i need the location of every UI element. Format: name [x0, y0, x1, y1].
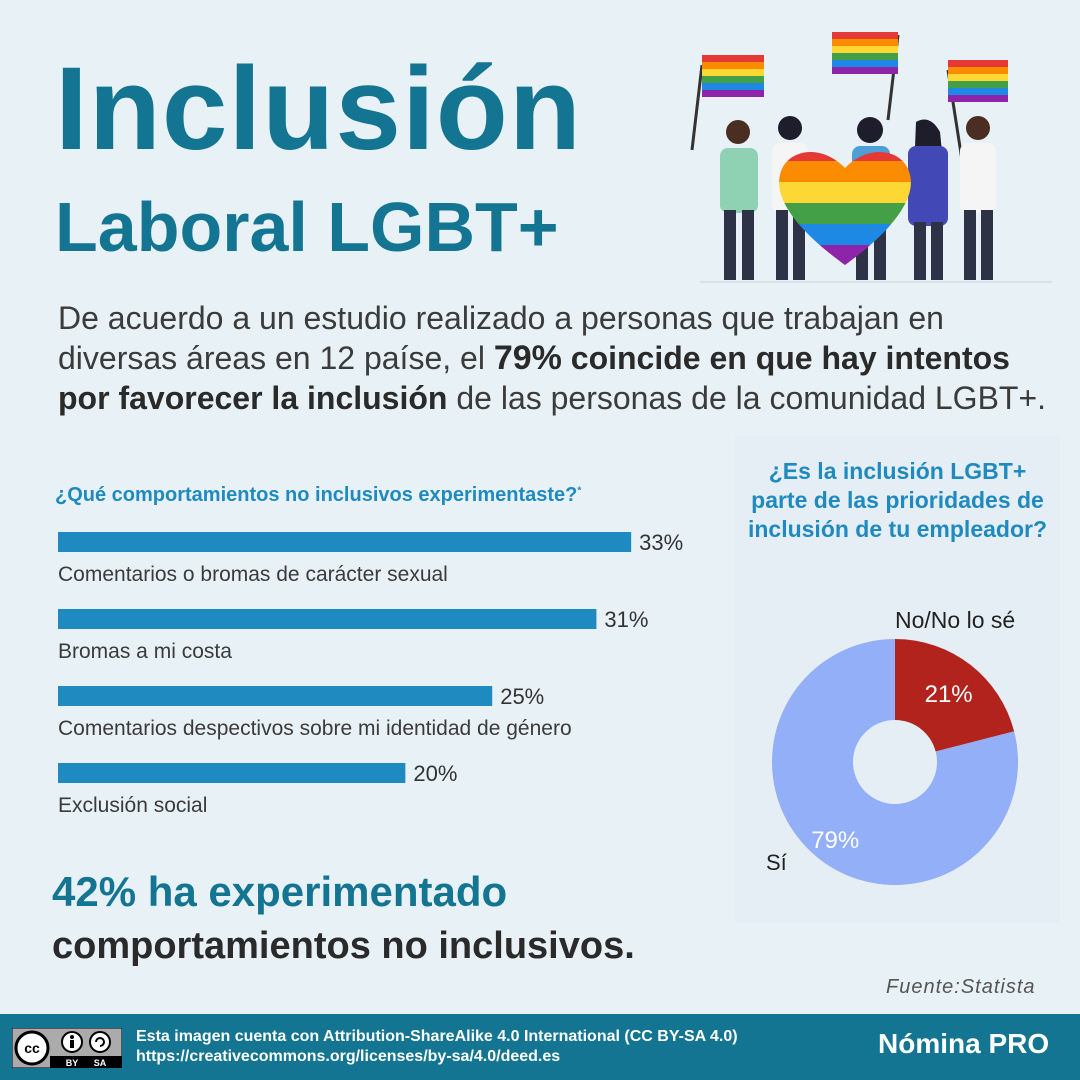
pie-slice-label: Sí: [766, 850, 787, 875]
person-4-icon: [908, 119, 948, 280]
person-5-icon: [960, 116, 996, 280]
intro-highlight-percent: 79%: [493, 339, 562, 377]
bar-category-label: Bromas a mi costa: [58, 640, 232, 663]
bar-3: [58, 763, 406, 783]
bar-value-label: 31%: [604, 607, 648, 632]
bar-category-label: Comentarios o bromas de carácter sexual: [58, 563, 448, 586]
intro-text-2: de las personas de la comunidad LGBT+.: [447, 380, 1047, 416]
pie-value-label: 79%: [811, 827, 859, 854]
footnote-mark: *: [577, 485, 582, 497]
intro-paragraph: De acuerdo a un estudio realizado a pers…: [58, 298, 1048, 418]
cc-by-sa-icon[interactable]: cc BY SA: [12, 1028, 122, 1068]
bar-0: [58, 532, 632, 552]
pie-value-label: 21%: [925, 681, 973, 708]
intro-text-1: De acuerdo a un estudio realizado a pers…: [58, 300, 944, 376]
license-line-1: Esta imagen cuenta con Attribution-Share…: [136, 1028, 738, 1045]
page-subtitle: Laboral LGBT+: [55, 188, 559, 266]
cc-label: cc: [24, 1040, 40, 1056]
pie-chart-question: ¿Es la inclusión LGBT+ parte de las prio…: [747, 458, 1048, 542]
flag-right-icon: [946, 60, 1008, 161]
bar-chart-question-text: ¿Qué comportamientos no inclusivos exper…: [55, 484, 578, 506]
bar-value-label: 25%: [500, 684, 544, 709]
bar-value-label: 33%: [639, 532, 683, 555]
pie-chart: 21% 79% No/No lo sé Sí: [766, 607, 1018, 885]
bar-category-label: Comentarios despectivos sobre mi identid…: [58, 717, 572, 740]
pie-slice-label: No/No lo sé: [895, 607, 1015, 633]
sa-label: SA: [94, 1058, 107, 1068]
bar-value-label: 20%: [413, 761, 457, 786]
bar-chart: 33% Comentarios o bromas de carácter sexu…: [58, 532, 683, 817]
license-text: Esta imagen cuenta con Attribution-Share…: [136, 1027, 738, 1067]
bar-2: [58, 686, 493, 706]
bar-category-label: Exclusión social: [58, 794, 207, 817]
bar-1: [58, 609, 597, 629]
person-1-icon: [720, 120, 758, 280]
flag-left-icon: [690, 55, 764, 151]
source-credit: Fuente:Statista: [886, 976, 1036, 998]
intro-highlight-text: coincide en que hay intentos por favorec…: [58, 340, 1010, 416]
stat-subline: comportamientos no inclusivos.: [52, 925, 635, 967]
stat-headline: 42% ha experimentado: [52, 868, 508, 915]
pride-people-illustration: [690, 32, 1052, 283]
bar-chart-question: ¿Qué comportamientos no inclusivos exper…: [55, 484, 581, 507]
page-title: Inclusión: [55, 43, 582, 175]
pie-slice-0: [895, 639, 1015, 752]
flag-center-icon: [832, 32, 900, 121]
by-label: BY: [66, 1058, 79, 1068]
license-url[interactable]: https://creativecommons.org/licenses/by-…: [136, 1048, 561, 1065]
brand-logo: Nómina PRO: [878, 1028, 1050, 1059]
footer-bar: [0, 1014, 1080, 1080]
pie-slice-1: [772, 639, 1018, 885]
